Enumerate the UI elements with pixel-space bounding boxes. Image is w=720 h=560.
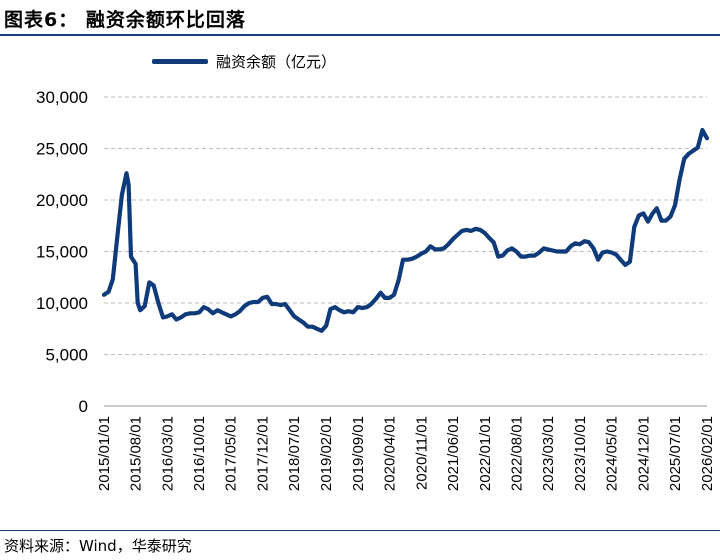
y-tick-label: 0	[79, 397, 88, 416]
series-line-margin-balance	[101, 127, 710, 333]
x-axis-ticks: 2015/01/01 2015/08/01 2016/03/01 2016/10/01…	[96, 416, 716, 491]
legend-label: 融资余额（亿元）	[216, 52, 337, 71]
y-tick-label: 30,000	[36, 88, 88, 107]
x-tick-label: 2017/05/01	[223, 416, 240, 491]
y-tick-label: 15,000	[36, 243, 88, 262]
x-tick-label: 2023/10/01	[572, 416, 589, 491]
y-tick-label: 25,000	[36, 140, 88, 159]
x-tick-label: 2019/09/01	[350, 416, 367, 491]
gridlines	[104, 96, 707, 355]
x-tick-label: 2018/07/01	[286, 416, 303, 491]
x-tick-label: 2015/01/01	[96, 416, 113, 491]
x-tick-label: 2019/02/01	[318, 416, 335, 491]
x-tick-label: 2024/05/01	[604, 416, 621, 491]
legend-swatch	[152, 58, 208, 64]
x-tick-label: 2025/07/01	[667, 416, 684, 491]
x-tick-label: 2022/01/01	[477, 416, 494, 491]
x-tick-label: 2023/03/01	[540, 416, 557, 491]
source-rule	[0, 530, 720, 531]
x-tick-label: 2024/12/01	[635, 416, 652, 491]
x-tick-label: 2016/10/01	[191, 416, 208, 491]
x-tick-label: 2015/08/01	[128, 416, 145, 491]
figure-title: 图表6： 融资余额环比回落	[4, 9, 246, 31]
y-tick-label: 5,000	[45, 346, 88, 365]
title-bar: 图表6： 融资余额环比回落	[0, 0, 720, 36]
line-chart: 0 5,000 10,000 15,000 20,000 25,000 30,000 201…	[36, 88, 716, 491]
x-tick-label: 2020/04/01	[381, 416, 398, 491]
x-tick-label: 2022/08/01	[508, 416, 525, 491]
x-tick-label: 2026/02/01	[699, 416, 716, 491]
title-rule	[0, 34, 720, 36]
source-note: 资料来源：Wind，华泰研究	[4, 537, 192, 555]
x-tick-label: 2021/06/01	[445, 416, 462, 491]
legend: 融资余额（亿元）	[152, 49, 336, 73]
x-tick-label: 2016/03/01	[159, 416, 176, 491]
x-tick-label: 2017/12/01	[255, 416, 272, 491]
y-tick-label: 20,000	[36, 191, 88, 210]
x-tick-label: 2020/11/01	[413, 416, 430, 490]
y-tick-label: 10,000	[36, 294, 88, 313]
y-axis-ticks: 0 5,000 10,000 15,000 20,000 25,000 30,000	[36, 88, 88, 416]
